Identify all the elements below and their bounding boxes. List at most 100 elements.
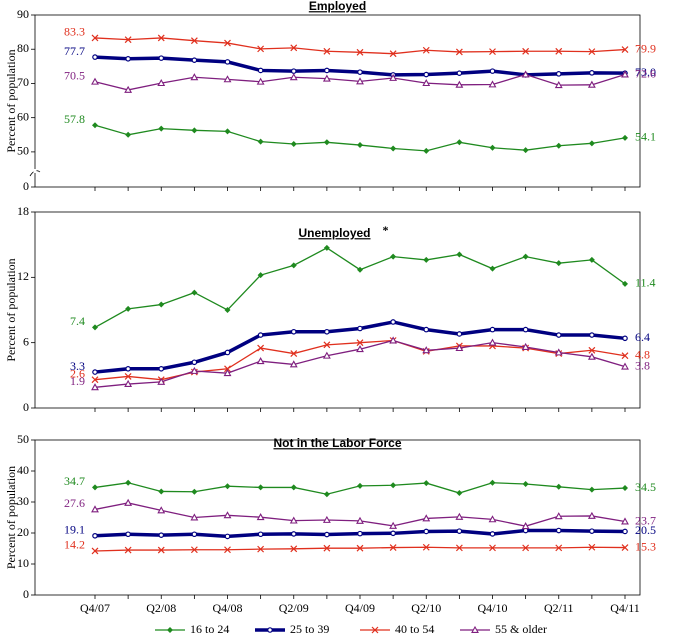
value-label: 73.0 [635,65,656,79]
marker [588,346,596,354]
marker [422,346,431,354]
y-axis-label: Percent of population [4,258,18,361]
marker [622,280,628,287]
marker [587,80,596,88]
marker [390,319,396,325]
marker [555,527,562,534]
marker [290,141,297,148]
marker [588,543,596,551]
marker [357,482,363,489]
marker [290,328,297,335]
marker [224,533,231,540]
y-tick-label: 70 [17,75,29,89]
marker [456,70,463,76]
marker [389,73,398,81]
marker [257,272,264,279]
value-label: 19.1 [64,523,85,537]
marker [290,545,298,553]
marker [554,348,563,356]
marker [92,532,98,539]
y-tick-label: 10 [17,556,29,570]
value-label: 1.9 [70,374,85,388]
marker [125,131,132,138]
marker [621,362,629,370]
marker [191,57,198,63]
marker [167,627,173,633]
x-tick-label: Q4/11 [610,601,640,615]
marker [289,360,298,368]
marker [357,69,363,75]
marker [621,46,629,53]
marker [456,251,463,258]
marker [124,498,133,506]
axis-break-gap [33,169,37,173]
marker [290,350,298,357]
series-line [94,247,626,328]
value-label: 11.4 [635,276,656,290]
marker [622,485,628,492]
marker [489,531,496,537]
y-axis-label: Percent of population [4,466,18,569]
marker [124,85,133,93]
marker [489,144,496,151]
plot-frame [34,439,641,596]
value-label: 4.8 [635,347,650,361]
value-label: 34.5 [635,480,656,494]
marker [257,484,264,491]
marker [357,530,363,537]
marker [389,521,398,529]
marker [489,544,496,552]
x-tick-label: Q4/10 [478,601,508,615]
marker [423,480,430,487]
marker [555,483,562,490]
x-tick-label: Q2/10 [411,601,441,615]
marker [125,479,132,486]
marker [224,59,231,65]
x-tick-label: Q4/07 [80,601,110,615]
marker [554,81,563,89]
marker [489,326,496,333]
marker [621,70,629,78]
marker [190,546,198,554]
marker [621,517,629,525]
marker [191,531,198,538]
marker [323,139,330,146]
value-label: 3.3 [70,359,85,373]
marker [91,505,99,513]
marker [224,349,231,356]
marker [456,528,463,534]
marker [554,512,563,520]
marker [489,479,496,486]
marker [323,491,330,498]
marker [257,45,265,53]
value-label: 54.1 [635,130,656,144]
panel-title: Employed [309,0,366,13]
marker [357,325,363,332]
marker [522,481,529,488]
marker [422,514,431,522]
marker [488,515,497,523]
marker [621,352,629,360]
marker [92,54,98,60]
marker [621,544,629,551]
marker [489,265,496,272]
marker [622,528,628,535]
y-tick-label: 6 [23,334,29,348]
marker [257,332,264,338]
marker [91,383,99,391]
marker [124,546,132,554]
marker [522,147,529,154]
marker [191,127,198,134]
marker [489,48,496,56]
marker [555,260,562,267]
marker [356,339,364,347]
marker [256,77,265,85]
marker [488,338,497,346]
title-note: * [383,223,389,237]
y-tick-label: 20 [17,525,29,539]
marker [322,515,331,523]
marker [124,36,132,44]
marker [190,37,198,45]
marker [322,74,331,82]
marker [555,47,563,55]
